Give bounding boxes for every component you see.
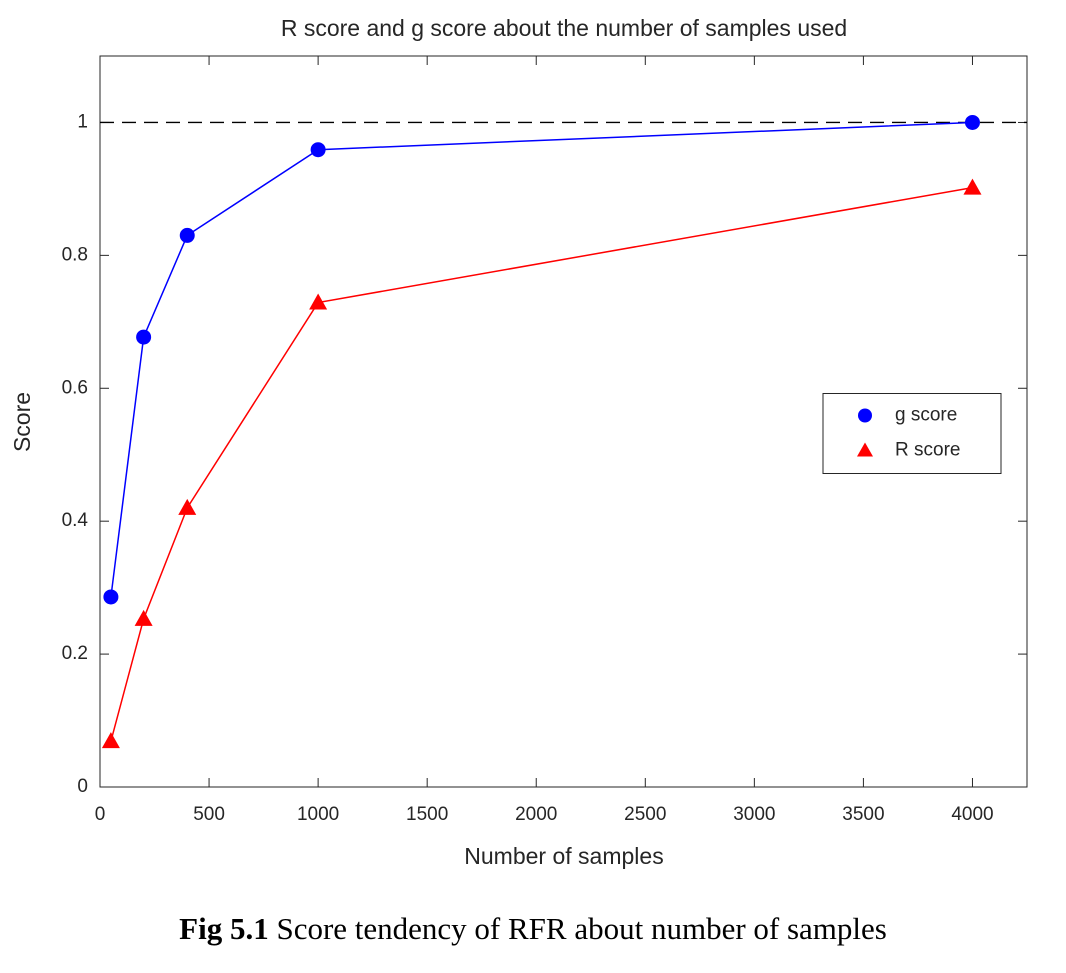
- data-point: [963, 178, 982, 195]
- chart-title: R score and g score about the number of …: [281, 15, 847, 41]
- data-point: [134, 609, 153, 626]
- y-tick-label: 0.6: [62, 377, 88, 398]
- x-tick-label: 3500: [842, 804, 884, 825]
- data-point: [101, 732, 120, 749]
- x-tick-label: 4000: [951, 804, 993, 825]
- legend-marker: [858, 408, 872, 423]
- legend-box: [822, 393, 1002, 474]
- data-point: [964, 114, 980, 130]
- caption-text: Score tendency of RFR about number of sa…: [276, 911, 886, 946]
- x-tick-label: 1000: [297, 804, 339, 825]
- data-point: [310, 142, 326, 158]
- caption: Fig 5.1 Score tendency of RFR about numb…: [179, 911, 887, 946]
- series-line: [110, 121, 973, 598]
- y-tick-label: 0: [77, 776, 88, 797]
- legend-label: R score: [895, 440, 960, 461]
- y-axis-label: Score: [9, 392, 35, 452]
- caption-label: Fig 5.1: [179, 911, 269, 946]
- x-tick-label: 2000: [515, 804, 557, 825]
- y-tick-label: 0.8: [62, 244, 88, 265]
- data-point: [136, 329, 152, 345]
- y-tick-label: 0.2: [62, 643, 88, 664]
- x-tick-label: 3000: [733, 804, 775, 825]
- plot-area: [99, 55, 1028, 788]
- y-tick-label: 1: [77, 111, 88, 132]
- data-point: [179, 227, 195, 243]
- legend-label: g score: [895, 405, 957, 426]
- data-point: [178, 498, 197, 515]
- x-tick-label: 0: [95, 804, 106, 825]
- data-point: [309, 293, 328, 310]
- data-point: [103, 589, 119, 605]
- x-axis-label: Number of samples: [464, 843, 663, 869]
- x-tick-label: 2500: [624, 804, 666, 825]
- legend-marker: [857, 442, 873, 457]
- x-tick-label: 1500: [406, 804, 448, 825]
- x-tick-label: 500: [193, 804, 225, 825]
- y-tick-label: 0.4: [62, 510, 89, 531]
